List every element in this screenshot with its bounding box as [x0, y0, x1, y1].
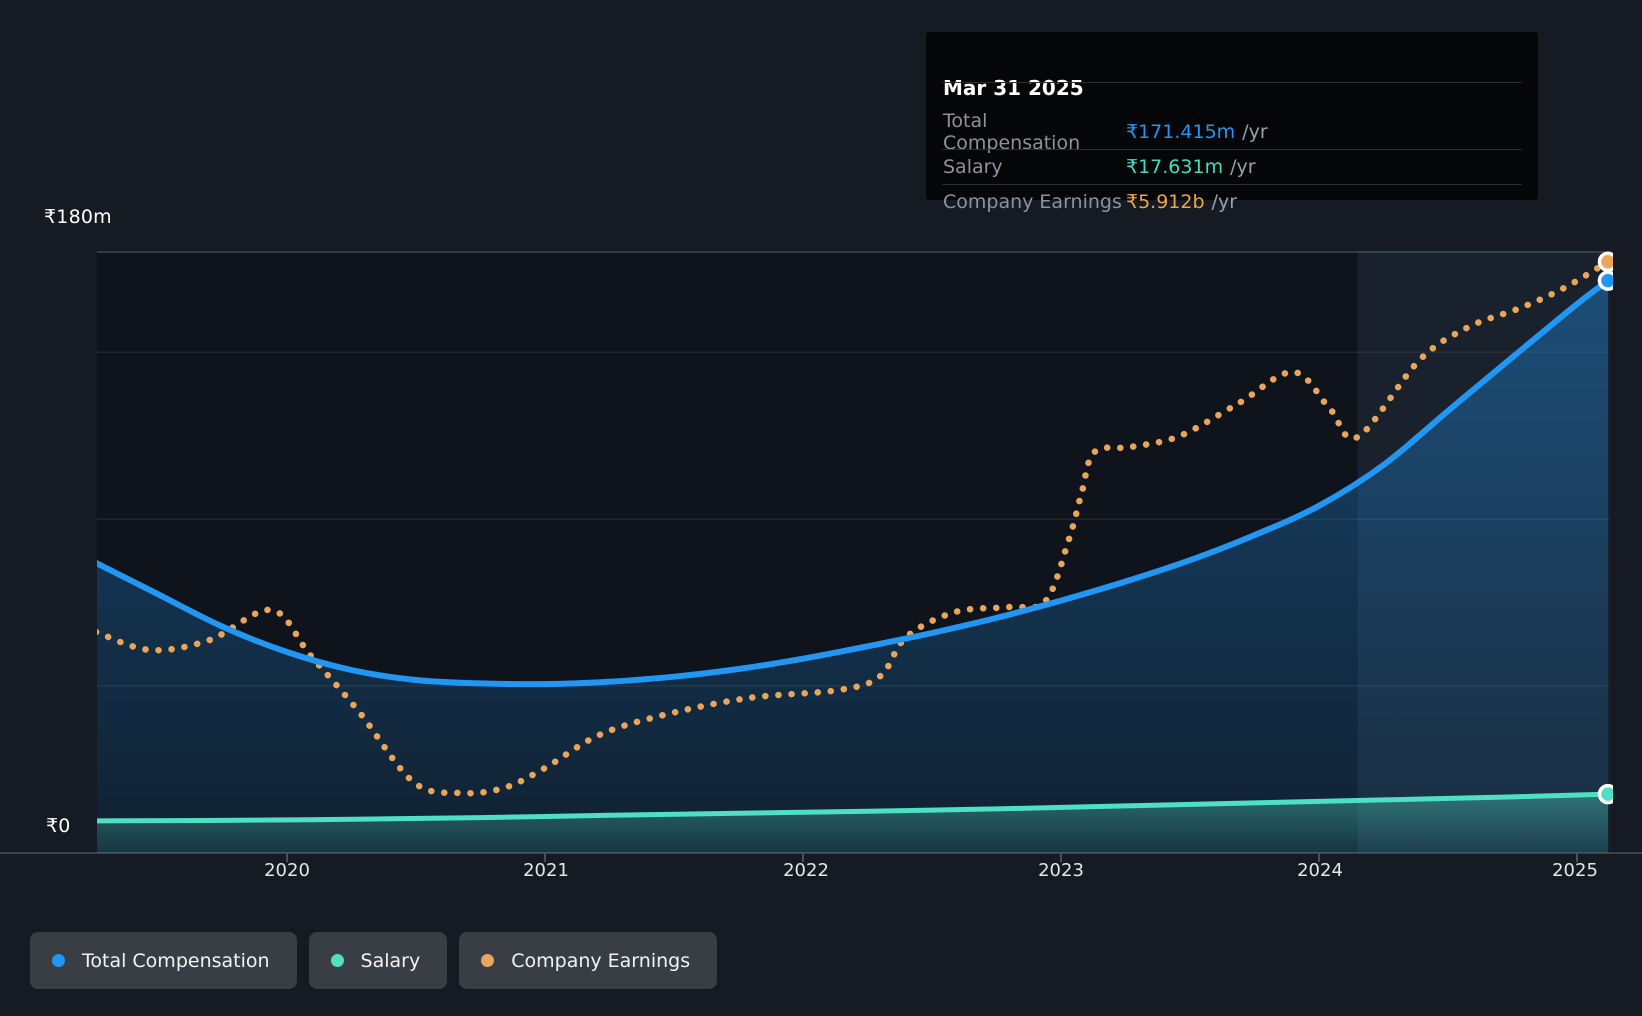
- legend-item-salary[interactable]: Salary: [308, 932, 448, 989]
- x-tick-label: 2023: [1038, 860, 1084, 881]
- legend-item-total-compensation[interactable]: Total Compensation: [30, 932, 297, 989]
- x-tick-label: 2020: [264, 860, 310, 881]
- x-tick-label: 2025: [1552, 860, 1598, 881]
- tooltip-row: Company Earnings ₹5.912b /yr: [943, 184, 1522, 219]
- tooltip-row-suffix: /yr: [1211, 190, 1238, 213]
- legend-label: Company Earnings: [511, 949, 691, 972]
- tooltip-row-suffix: /yr: [1242, 120, 1268, 143]
- legend-swatch-company-earnings: [481, 954, 495, 967]
- y-axis-top-label: ₹180m: [44, 206, 112, 228]
- legend-swatch-salary: [330, 954, 344, 967]
- legend-swatch-total-compensation: [52, 954, 65, 967]
- tooltip-row: Salary ₹17.631m /yr: [943, 149, 1522, 184]
- tooltip-divider: [942, 82, 1522, 83]
- chart-tooltip: Mar 31 2025 Total Compensation ₹171.415m…: [926, 32, 1538, 213]
- tooltip-divider: [942, 184, 1522, 185]
- tooltip-row: Total Compensation ₹171.415m /yr: [943, 110, 1522, 154]
- x-tick-label: 2021: [523, 860, 569, 881]
- tooltip-row-value: ₹5.912b: [1126, 190, 1205, 213]
- legend-item-company-earnings[interactable]: Company Earnings: [459, 932, 718, 989]
- tooltip-divider: [942, 149, 1522, 150]
- tooltip-row-value: ₹17.631m: [1126, 155, 1224, 178]
- x-tick-label: 2024: [1297, 860, 1343, 881]
- tooltip-row-value: ₹171.415m: [1126, 120, 1236, 143]
- tooltip-date: Mar 31 2025: [943, 76, 1084, 100]
- tooltip-row-label: Company Earnings: [943, 190, 1122, 213]
- tooltip-row-suffix: /yr: [1230, 155, 1256, 178]
- y-axis-zero-label: ₹0: [46, 815, 71, 837]
- tooltip-row-label: Salary: [943, 155, 1003, 178]
- legend-label: Salary: [360, 949, 421, 972]
- tooltip-row-label: Total Compensation: [943, 109, 1081, 154]
- legend-label: Total Compensation: [82, 949, 270, 972]
- x-tick-label: 2022: [783, 860, 829, 881]
- legend: Total Compensation Salary Company Earnin…: [30, 932, 718, 989]
